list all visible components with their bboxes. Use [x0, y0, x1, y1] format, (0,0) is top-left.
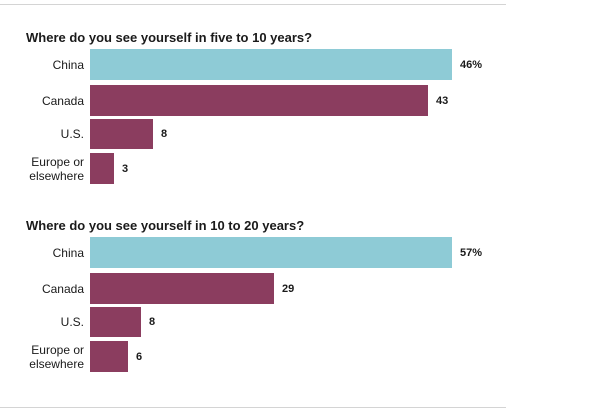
bar [90, 119, 153, 149]
bar-row: U.S. 8 [0, 119, 596, 149]
bar-row: Europe or elsewhere 6 [0, 341, 596, 372]
value-label: 8 [149, 316, 156, 328]
chart-five-to-ten-years: Where do you see yourself in five to 10 … [0, 30, 596, 190]
bar-row: Europe or elsewhere 3 [0, 153, 596, 184]
bar [90, 153, 114, 184]
bar-row: Canada 29 [0, 273, 596, 304]
chart-ten-to-twenty-years: Where do you see yourself in 10 to 20 ye… [0, 218, 596, 378]
bar [90, 49, 452, 80]
bar-row: U.S. 8 [0, 307, 596, 337]
bar [90, 85, 428, 116]
bar-row: China 57% [0, 237, 596, 268]
bottom-divider [0, 407, 506, 408]
category-label: China [52, 57, 84, 72]
bar-row: China 46% [0, 49, 596, 80]
value-label: 57% [460, 246, 483, 259]
bar [90, 273, 274, 304]
value-label: 6 [136, 350, 143, 363]
category-label: U.S. [60, 315, 84, 329]
value-label: 8 [161, 128, 168, 140]
bar [90, 307, 141, 337]
value-label: 3 [122, 162, 129, 175]
bar-row: Canada 43 [0, 85, 596, 116]
chart-title: Where do you see yourself in 10 to 20 ye… [26, 218, 305, 233]
value-label: 46% [460, 58, 483, 71]
category-label: Europe or elsewhere [29, 342, 84, 371]
value-label: 29 [282, 282, 295, 295]
bar [90, 237, 452, 268]
top-divider [0, 4, 506, 5]
chart-title: Where do you see yourself in five to 10 … [26, 30, 313, 45]
category-label: Europe or elsewhere [29, 154, 84, 183]
category-label: Canada [41, 93, 84, 108]
category-label: U.S. [60, 127, 84, 141]
category-label: China [52, 245, 84, 260]
value-label: 43 [436, 94, 449, 107]
bar [90, 341, 128, 372]
category-label: Canada [41, 281, 84, 296]
